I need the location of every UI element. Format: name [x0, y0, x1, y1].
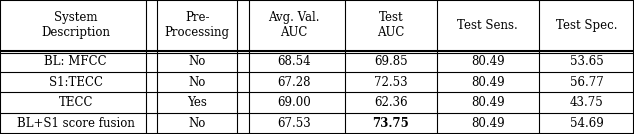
Text: No: No [188, 55, 206, 68]
Text: 68.54: 68.54 [277, 55, 311, 68]
Text: Test Spec.: Test Spec. [555, 19, 618, 32]
Text: 56.77: 56.77 [569, 76, 604, 89]
Text: 54.69: 54.69 [569, 117, 604, 130]
Text: 80.49: 80.49 [471, 76, 505, 89]
Text: Yes: Yes [187, 96, 207, 109]
Text: 62.36: 62.36 [374, 96, 408, 109]
Text: Pre-
Processing: Pre- Processing [165, 12, 230, 39]
Text: 80.49: 80.49 [471, 55, 505, 68]
Text: 73.75: 73.75 [373, 117, 410, 130]
Text: BL+S1 score fusion: BL+S1 score fusion [16, 117, 134, 130]
Text: 69.00: 69.00 [277, 96, 311, 109]
Text: 67.28: 67.28 [277, 76, 311, 89]
Text: 69.85: 69.85 [374, 55, 408, 68]
Text: 43.75: 43.75 [569, 96, 604, 109]
Text: 80.49: 80.49 [471, 96, 505, 109]
Text: 80.49: 80.49 [471, 117, 505, 130]
Text: Avg. Val.
AUC: Avg. Val. AUC [268, 12, 320, 39]
Text: Test
AUC: Test AUC [377, 12, 404, 39]
Text: 53.65: 53.65 [569, 55, 604, 68]
Text: S1:TECC: S1:TECC [49, 76, 103, 89]
Text: BL: MFCC: BL: MFCC [44, 55, 107, 68]
Text: 72.53: 72.53 [374, 76, 408, 89]
Text: No: No [188, 76, 206, 89]
Text: Test Sens.: Test Sens. [458, 19, 518, 32]
Text: TECC: TECC [58, 96, 93, 109]
Text: No: No [188, 117, 206, 130]
Text: System
Description: System Description [41, 12, 110, 39]
Text: 67.53: 67.53 [277, 117, 311, 130]
